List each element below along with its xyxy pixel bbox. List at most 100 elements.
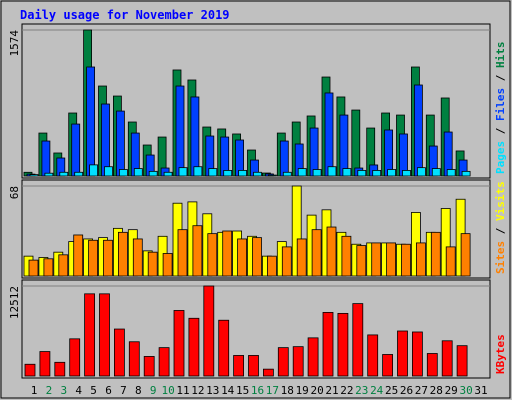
x-tick-label: 10 xyxy=(161,384,174,397)
bar xyxy=(73,234,84,277)
bar xyxy=(311,229,322,277)
bar xyxy=(162,253,173,277)
bar xyxy=(54,361,66,377)
legend-separator: / xyxy=(494,221,507,241)
bar xyxy=(143,356,155,377)
bar xyxy=(88,239,98,277)
bar xyxy=(43,258,54,277)
x-tick-label: 28 xyxy=(430,384,443,397)
bar xyxy=(282,171,292,177)
bar xyxy=(397,330,408,377)
legend-entry: Hits xyxy=(494,42,507,69)
bar xyxy=(177,229,188,277)
x-tick-label: 1 xyxy=(31,384,38,397)
bar xyxy=(352,303,364,377)
bar xyxy=(132,238,143,277)
legend: Sites / Visits xyxy=(494,181,507,274)
bar xyxy=(233,355,245,377)
x-tick-label: 25 xyxy=(385,384,398,397)
bar xyxy=(324,92,334,177)
bar xyxy=(460,233,471,277)
x-tick-label: 3 xyxy=(60,384,67,397)
legend-entry: Files xyxy=(494,88,507,121)
bar xyxy=(74,171,84,177)
bar xyxy=(158,347,170,377)
bar xyxy=(119,169,128,177)
bar xyxy=(337,312,349,377)
bar xyxy=(178,167,188,177)
bar xyxy=(312,169,322,177)
bar xyxy=(351,109,361,177)
legend-entry: Pages xyxy=(494,141,507,174)
bar xyxy=(237,238,248,277)
bar xyxy=(461,170,471,177)
bar xyxy=(192,225,203,277)
bar xyxy=(371,242,382,277)
bar xyxy=(399,133,408,177)
x-tick-label: 7 xyxy=(120,384,127,397)
x-tick-label: 21 xyxy=(325,384,338,397)
x-tick-label: 24 xyxy=(370,384,384,397)
legend-separator: / xyxy=(494,121,507,141)
bar xyxy=(440,208,451,277)
bar xyxy=(431,168,441,177)
bar xyxy=(367,334,379,377)
bar xyxy=(163,171,173,177)
bar xyxy=(133,168,143,177)
bar xyxy=(208,168,218,177)
bar xyxy=(382,354,394,377)
bar xyxy=(116,110,125,177)
bar xyxy=(411,331,423,377)
y-tick-label: 68 xyxy=(8,186,21,199)
x-tick-label: 14 xyxy=(221,384,235,397)
bar xyxy=(277,347,289,377)
bar xyxy=(441,340,453,377)
bar xyxy=(262,368,274,377)
bar xyxy=(415,242,426,277)
y-tick-label: 1574 xyxy=(8,30,21,57)
bar xyxy=(41,140,51,177)
x-tick-label: 8 xyxy=(135,384,142,397)
x-tick-label: 2 xyxy=(46,384,53,397)
bar xyxy=(207,233,218,277)
bar xyxy=(114,328,125,377)
bar xyxy=(99,293,110,377)
x-tick-label: 18 xyxy=(281,384,294,397)
bar xyxy=(342,168,352,177)
bar xyxy=(281,246,292,277)
bar xyxy=(218,319,230,377)
bar xyxy=(267,174,277,177)
bar xyxy=(356,245,367,277)
x-tick-label: 20 xyxy=(310,384,323,397)
y-tick-label: 12512 xyxy=(8,286,21,319)
bar xyxy=(296,238,307,277)
bar xyxy=(238,170,248,177)
bar xyxy=(223,170,233,177)
bar xyxy=(341,235,352,277)
x-tick-label: 16 xyxy=(251,384,264,397)
bar xyxy=(101,103,110,177)
x-tick-label: 23 xyxy=(355,384,368,397)
bar xyxy=(426,353,438,377)
bar xyxy=(59,171,69,177)
legend-entry: Sites xyxy=(494,241,507,274)
bar xyxy=(89,164,98,177)
bar xyxy=(322,312,334,377)
bar xyxy=(279,140,289,177)
bar xyxy=(252,237,262,277)
x-tick-label: 26 xyxy=(400,384,413,397)
bar xyxy=(103,239,113,277)
bar xyxy=(86,66,95,177)
bar xyxy=(39,351,51,377)
x-tick-label: 15 xyxy=(236,384,249,397)
bar xyxy=(175,85,185,177)
bar xyxy=(44,172,54,177)
x-tick-label: 6 xyxy=(105,384,112,397)
bar xyxy=(292,346,304,377)
bar xyxy=(193,166,203,177)
bar xyxy=(28,259,39,277)
x-tick-label: 22 xyxy=(340,384,353,397)
legend: Pages / Files / Hits xyxy=(494,42,507,175)
legend: KBytes xyxy=(494,334,507,374)
bar xyxy=(384,129,394,177)
